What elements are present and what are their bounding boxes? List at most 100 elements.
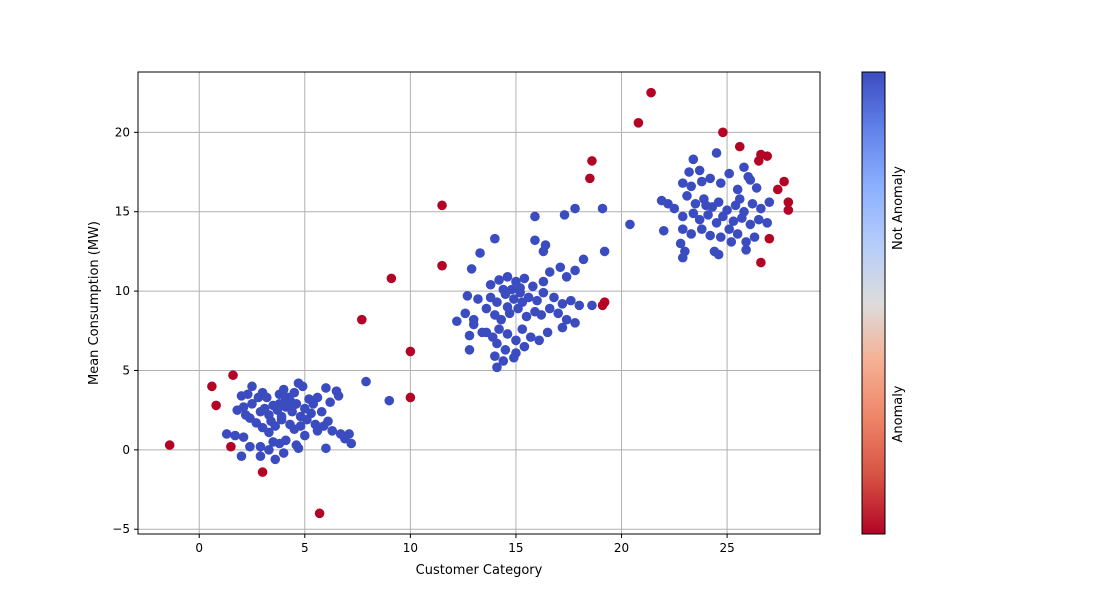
anomaly-point [779,176,789,187]
anomaly-point [257,467,268,477]
normal-point [739,162,749,173]
anomaly-point [633,118,644,128]
normal-point [232,405,243,415]
x-tick-label: 0 [195,541,203,555]
anomaly-point [314,508,325,519]
normal-point [542,327,553,338]
colorbar-label-not-anomaly: Not Anomaly [891,166,906,250]
normal-point [677,224,688,234]
normal-point [713,249,724,260]
normal-point [555,262,566,273]
normal-point [694,214,705,225]
normal-point [561,272,572,282]
anomaly-point [599,297,610,308]
normal-point [302,414,312,425]
normal-point [557,298,568,309]
normal-point [494,324,504,334]
grid-lines [138,72,820,534]
y-axis-label: Mean Consumption (MW) [87,221,102,385]
normal-point [278,384,289,395]
normal-point [236,391,247,401]
normal-point [538,246,549,257]
normal-point [677,211,688,222]
normal-point [677,252,688,263]
normal-point [346,438,357,449]
x-tick-label: 25 [719,541,734,555]
normal-point [677,178,688,188]
normal-point [247,399,257,409]
normal-point [295,421,306,431]
normal-point [696,224,707,234]
normal-point [281,394,291,404]
normal-point [333,391,344,401]
normal-point [490,351,500,361]
y-tick-label: 5 [122,363,130,377]
normal-point [756,203,766,214]
normal-point [321,383,331,393]
anomaly-point [756,257,766,268]
normal-point [325,397,335,408]
anomaly-point [718,127,728,138]
normal-point [502,329,513,339]
y-tick-label: −5 [112,522,130,536]
normal-point [745,219,756,230]
normal-point [264,445,274,455]
normal-point [737,213,747,223]
normal-point [490,233,500,244]
normal-point [724,168,735,179]
normal-point [705,230,716,241]
normal-point [509,352,519,363]
normal-point [728,216,739,227]
normal-point [741,237,751,247]
normal-point [682,191,692,201]
normal-point [245,441,255,452]
normal-point [492,297,502,308]
normal-point [751,183,762,193]
normal-point [519,341,530,352]
normal-point [570,318,580,328]
normal-point [344,429,354,439]
normal-point [686,229,697,239]
normal-point [506,284,517,295]
normal-point [536,310,547,320]
normal-point [732,184,743,195]
normal-point [492,362,502,373]
normal-point [705,173,716,184]
normal-point [688,208,699,219]
normal-point [741,245,751,255]
y-tick-label: 20 [115,125,130,139]
normal-point [264,427,274,438]
normal-point [528,281,538,292]
normal-point [696,176,707,187]
normal-point [481,303,492,314]
normal-point [462,291,473,301]
normal-point [715,232,726,242]
normal-point [747,198,758,209]
anomaly-point [386,273,397,284]
normal-point [278,448,289,458]
normal-point [316,406,327,417]
normal-point [566,295,576,306]
normal-point [525,332,536,342]
normal-point [287,402,297,412]
normal-point [715,178,726,188]
normal-point [255,441,266,452]
normal-point [530,211,540,222]
normal-point [587,300,597,311]
normal-point [297,381,308,392]
normal-point [701,200,711,211]
normal-point [544,267,555,277]
normal-point [688,154,699,165]
normal-point [321,443,331,454]
normal-point [557,322,568,333]
normal-point [578,254,589,265]
normal-point [475,248,485,258]
normal-point [519,273,530,284]
normal-point [521,311,532,322]
normal-point [293,443,304,454]
normal-point [517,297,528,308]
anomaly-point [437,260,447,271]
normal-point [276,414,287,425]
normal-point [711,148,722,158]
normal-point [485,279,496,290]
